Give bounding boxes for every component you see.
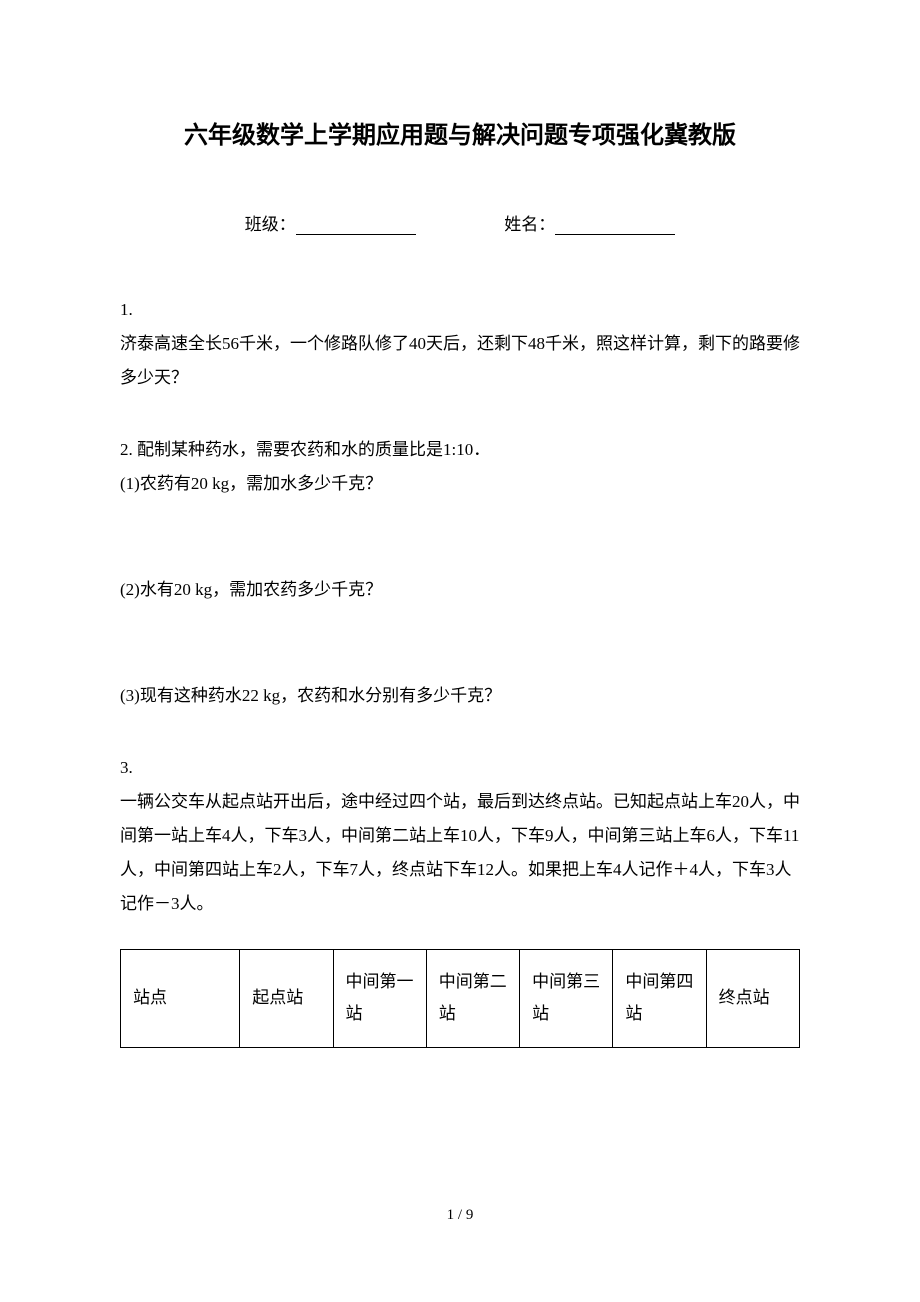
page-number: 1 / 9: [0, 1207, 920, 1224]
question-2: 2. 配制某种药水，需要农药和水的质量比是1:10． (1)农药有20 kg，需…: [120, 433, 800, 713]
question-1: 1. 济泰高速全长56千米，一个修路队修了40天后，还剩下48千米，照这样计算，…: [120, 293, 800, 395]
name-blank[interactable]: [555, 218, 675, 235]
q2-sub2: (2)水有20 kg，需加农药多少千克？: [120, 573, 800, 607]
station-table: 站点 起点站 中间第一站 中间第二站 中间第三站 中间第四站 终点站: [120, 949, 800, 1048]
content-area: 1. 济泰高速全长56千米，一个修路队修了40天后，还剩下48千米，照这样计算，…: [120, 293, 800, 1048]
th-station: 站点: [121, 950, 240, 1048]
th-mid2: 中间第二站: [426, 950, 519, 1048]
name-label: 姓名：: [504, 215, 555, 234]
th-mid4: 中间第四站: [613, 950, 706, 1048]
q1-text: 济泰高速全长56千米，一个修路队修了40天后，还剩下48千米，照这样计算，剩下的…: [120, 327, 800, 395]
q3-text: 一辆公交车从起点站开出后，途中经过四个站，最后到达终点站。已知起点站上车20人，…: [120, 785, 800, 921]
q2-intro: 2. 配制某种药水，需要农药和水的质量比是1:10．: [120, 433, 800, 467]
th-mid1: 中间第一站: [333, 950, 426, 1048]
q1-num: 1.: [120, 293, 800, 327]
q2-sub3: (3)现有这种药水22 kg，农药和水分别有多少千克？: [120, 679, 800, 713]
class-blank[interactable]: [296, 218, 416, 235]
table-header-row: 站点 起点站 中间第一站 中间第二站 中间第三站 中间第四站 终点站: [121, 950, 800, 1048]
form-row: 班级： 姓名：: [120, 210, 800, 235]
q3-num: 3.: [120, 751, 800, 785]
question-3: 3. 一辆公交车从起点站开出后，途中经过四个站，最后到达终点站。已知起点站上车2…: [120, 751, 800, 921]
th-end: 终点站: [706, 950, 799, 1048]
page-title: 六年级数学上学期应用题与解决问题专项强化冀教版: [120, 115, 800, 150]
q2-sub1: (1)农药有20 kg，需加水多少千克？: [120, 467, 800, 501]
th-mid3: 中间第三站: [520, 950, 613, 1048]
th-start: 起点站: [240, 950, 333, 1048]
class-label: 班级：: [245, 215, 296, 234]
